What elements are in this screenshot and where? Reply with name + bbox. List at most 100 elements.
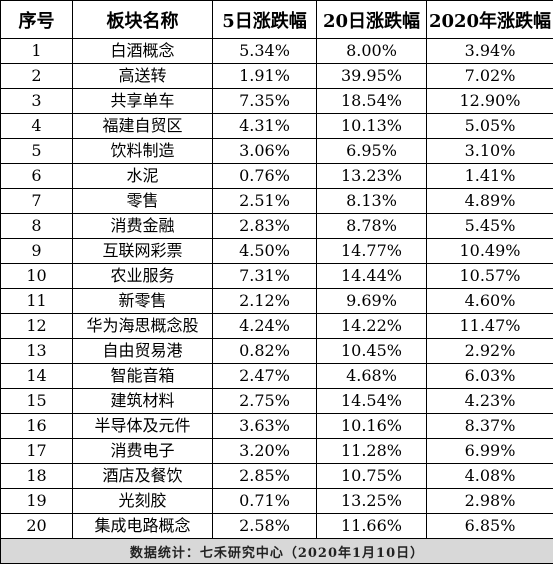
change-20day-cell: 14.44%	[317, 264, 427, 289]
change-5day-cell: 4.31%	[213, 114, 317, 139]
change-5day-cell: 2.85%	[213, 464, 317, 489]
column-header-sector: 板块名称	[73, 1, 213, 39]
change-20day-cell: 14.22%	[317, 314, 427, 339]
row-index-cell: 1	[1, 39, 73, 64]
change-2020-cell: 2.92%	[427, 339, 553, 364]
sector-name-cell: 智能音箱	[73, 364, 213, 389]
row-index-cell: 11	[1, 289, 73, 314]
change-20day-cell: 9.69%	[317, 289, 427, 314]
change-20day-cell: 14.77%	[317, 239, 427, 264]
sector-name-cell: 水泥	[73, 164, 213, 189]
sector-name-cell: 自由贸易港	[73, 339, 213, 364]
change-20day-cell: 11.66%	[317, 514, 427, 539]
change-2020-cell: 4.89%	[427, 189, 553, 214]
change-2020-cell: 8.37%	[427, 414, 553, 439]
row-index-cell: 8	[1, 214, 73, 239]
change-2020-cell: 3.94%	[427, 39, 553, 64]
change-20day-cell: 8.13%	[317, 189, 427, 214]
change-20day-cell: 10.16%	[317, 414, 427, 439]
change-5day-cell: 4.24%	[213, 314, 317, 339]
change-5day-cell: 0.71%	[213, 489, 317, 514]
row-index-cell: 9	[1, 239, 73, 264]
change-20day-cell: 11.28%	[317, 439, 427, 464]
change-5day-cell: 2.12%	[213, 289, 317, 314]
change-2020-cell: 1.41%	[427, 164, 553, 189]
change-5day-cell: 2.83%	[213, 214, 317, 239]
sector-name-cell: 华为海思概念股	[73, 314, 213, 339]
change-2020-cell: 12.90%	[427, 89, 553, 114]
change-5day-cell: 7.35%	[213, 89, 317, 114]
row-index-cell: 16	[1, 414, 73, 439]
change-5day-cell: 0.76%	[213, 164, 317, 189]
change-20day-cell: 10.13%	[317, 114, 427, 139]
change-2020-cell: 5.05%	[427, 114, 553, 139]
change-20day-cell: 8.00%	[317, 39, 427, 64]
row-index-cell: 13	[1, 339, 73, 364]
change-5day-cell: 1.91%	[213, 64, 317, 89]
change-20day-cell: 8.78%	[317, 214, 427, 239]
sector-name-cell: 高送转	[73, 64, 213, 89]
sector-name-cell: 零售	[73, 189, 213, 214]
change-5day-cell: 7.31%	[213, 264, 317, 289]
sector-name-cell: 建筑材料	[73, 389, 213, 414]
change-5day-cell: 3.63%	[213, 414, 317, 439]
change-20day-cell: 13.23%	[317, 164, 427, 189]
footer-row: 数据统计：七禾研究中心（2020年1月10日）	[1, 539, 553, 564]
sector-name-cell: 共享单车	[73, 89, 213, 114]
row-index-cell: 14	[1, 364, 73, 389]
row-index-cell: 6	[1, 164, 73, 189]
change-2020-cell: 5.45%	[427, 214, 553, 239]
change-20day-cell: 18.54%	[317, 89, 427, 114]
sector-name-cell: 新零售	[73, 289, 213, 314]
change-2020-cell: 4.08%	[427, 464, 553, 489]
change-20day-cell: 13.25%	[317, 489, 427, 514]
sector-name-cell: 饮料制造	[73, 139, 213, 164]
sector-name-cell: 光刻胶	[73, 489, 213, 514]
change-2020-cell: 2.98%	[427, 489, 553, 514]
row-index-cell: 4	[1, 114, 73, 139]
sector-name-cell: 农业服务	[73, 264, 213, 289]
change-20day-cell: 10.45%	[317, 339, 427, 364]
row-index-cell: 7	[1, 189, 73, 214]
column-header-2020-change: 2020年涨跌幅	[427, 1, 553, 39]
row-index-cell: 10	[1, 264, 73, 289]
change-2020-cell: 6.99%	[427, 439, 553, 464]
sector-name-cell: 消费电子	[73, 439, 213, 464]
change-2020-cell: 6.03%	[427, 364, 553, 389]
row-index-cell: 12	[1, 314, 73, 339]
row-index-cell: 2	[1, 64, 73, 89]
change-5day-cell: 0.82%	[213, 339, 317, 364]
sector-name-cell: 消费金融	[73, 214, 213, 239]
change-5day-cell: 3.06%	[213, 139, 317, 164]
change-2020-cell: 10.57%	[427, 264, 553, 289]
header-row: 序号 板块名称 5日涨跌幅 20日涨跌幅 2020年涨跌幅	[1, 1, 553, 39]
change-5day-cell: 2.75%	[213, 389, 317, 414]
change-2020-cell: 4.60%	[427, 289, 553, 314]
change-20day-cell: 10.75%	[317, 464, 427, 489]
row-index-cell: 18	[1, 464, 73, 489]
row-index-cell: 5	[1, 139, 73, 164]
column-header-index: 序号	[1, 1, 73, 39]
column-header-20day-change: 20日涨跌幅	[317, 1, 427, 39]
change-5day-cell: 2.51%	[213, 189, 317, 214]
